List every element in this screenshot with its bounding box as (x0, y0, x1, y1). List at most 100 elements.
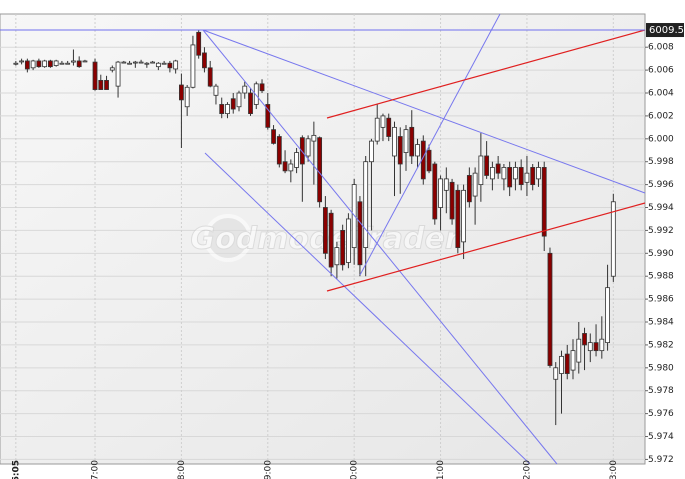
axis-layer: 5.972 5.974 5.976 5.978 5.980 5.982 5.984 5.986… (0, 23, 684, 479)
candle-body (432, 163, 438, 220)
candle-body (144, 62, 150, 65)
trendline (202, 29, 558, 465)
candle-body (282, 161, 288, 172)
y-tick-label: 6.002 (648, 111, 674, 121)
candle-body (322, 207, 328, 254)
candle-body (207, 67, 213, 87)
candle-body (196, 31, 202, 56)
candle-body (253, 83, 259, 105)
y-tick-label: 6.008 (648, 43, 674, 53)
candle-body (466, 175, 472, 203)
candle-body (380, 115, 386, 128)
candle-body (294, 152, 299, 168)
candle-body (547, 252, 553, 366)
candle-body (98, 80, 104, 90)
candle-body (71, 60, 76, 63)
x-tick-label: 13:00 (609, 460, 619, 479)
candle-body (524, 172, 530, 183)
candle-body (536, 167, 541, 180)
x-tick-label: 06:05 (11, 460, 21, 479)
trendline (326, 202, 646, 292)
y-tick-label: 5.996 (648, 180, 674, 190)
candle-body (230, 98, 236, 110)
candle-body (184, 86, 190, 108)
candle-body (13, 62, 19, 65)
candle-body (484, 155, 490, 176)
y-tick-label: 5.976 (648, 409, 674, 419)
candle-body (599, 338, 605, 352)
y-tick-label: 5.986 (648, 295, 674, 305)
y-tick-label: 5.998 (648, 157, 674, 167)
candle-body (593, 342, 599, 352)
candle-body (587, 342, 593, 352)
candle-body (530, 167, 536, 186)
candle-body (386, 117, 392, 137)
y-tick-label: 5.980 (648, 363, 674, 373)
candle-body (167, 62, 173, 69)
candle-body (455, 189, 461, 248)
candle-body (242, 85, 248, 94)
candle-body (426, 149, 432, 172)
x-tick-label: 12:00 (522, 460, 532, 479)
candle-body (161, 62, 167, 65)
candle-body (19, 60, 24, 63)
candle-body (265, 104, 271, 128)
candle-body (461, 189, 466, 243)
candle-body (121, 61, 127, 64)
candle-body (42, 60, 48, 68)
candle-body (334, 247, 340, 266)
candle-body (564, 353, 570, 374)
candle-body (340, 230, 346, 266)
candle-body (489, 167, 495, 180)
y-tick-label: 5.972 (648, 455, 674, 465)
candle-body (576, 338, 582, 363)
candle-body (115, 61, 121, 87)
candle-body (138, 61, 144, 64)
candle-body (259, 83, 265, 92)
candle-body (311, 134, 317, 142)
candle-body (495, 163, 501, 174)
candle-body (236, 92, 242, 108)
candle-body (109, 67, 115, 71)
candle-body (190, 44, 196, 88)
trendline (359, 13, 501, 276)
x-tick-label: 09:00 (263, 460, 273, 479)
candle-body (570, 350, 576, 371)
candle-body (132, 61, 138, 64)
candle-body (36, 60, 42, 68)
y-tick-label: 6.004 (648, 89, 674, 99)
x-tick-label: 10:00 (350, 460, 360, 479)
candle-body (328, 212, 334, 268)
candle-body (449, 181, 455, 220)
candle-body (438, 178, 443, 208)
y-tick-label: 5.992 (648, 226, 674, 236)
candle-body (409, 126, 415, 157)
candle-body (30, 60, 36, 69)
y-tick-label: 5.984 (648, 318, 674, 328)
candle-body (24, 60, 30, 70)
candle-layer (13, 30, 616, 426)
candle-body (501, 167, 507, 180)
candle-body (92, 61, 98, 90)
candle-body (397, 136, 403, 165)
candle-body (155, 62, 161, 68)
candle-body (415, 144, 420, 157)
trendlines (202, 13, 646, 465)
x-tick-label: 11:00 (436, 460, 446, 479)
candle-body (559, 355, 564, 374)
y-tick-label: 6.006 (648, 66, 674, 76)
candle-body (346, 218, 351, 263)
candle-body (317, 137, 323, 203)
candle-body (288, 163, 294, 172)
candle-body (403, 129, 409, 153)
candle-body (59, 62, 65, 65)
candle-body (582, 333, 587, 346)
candle-body (605, 287, 610, 344)
candle-body (392, 126, 397, 157)
candle-body (219, 104, 225, 115)
y-tick-label: 5.988 (648, 272, 674, 282)
candle-body (82, 60, 88, 63)
candle-body (513, 167, 518, 180)
candle-body (610, 201, 616, 277)
